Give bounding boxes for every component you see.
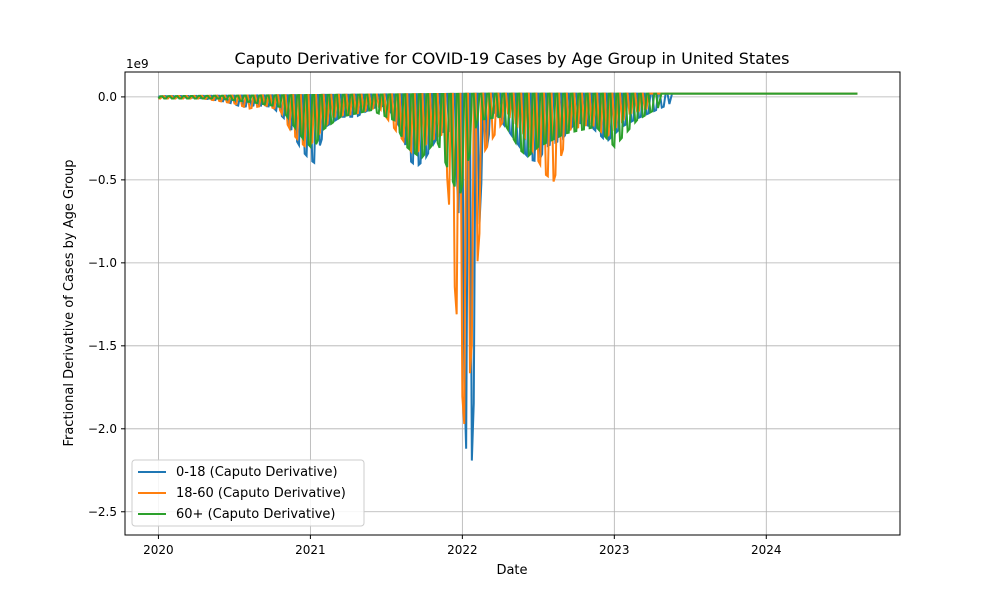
y-tick-label: −2.5 [88,505,117,519]
plot-frame [124,71,901,536]
chart-title: Caputo Derivative for COVID-19 Cases by … [235,49,790,68]
series-layer [157,92,858,461]
series-line-2 [157,92,858,194]
legend-label-0-18: 0-18 (Caputo Derivative) [176,465,338,480]
legend-box [131,459,365,527]
legend-label-60-plus: 60+ (Caputo Derivative) [176,507,335,522]
y-offset-label: 1e9 [126,57,149,71]
y-tick-label: −2.0 [88,422,117,436]
x-axis-label: Date [496,563,527,578]
legend: 0-18 (Caputo Derivative) 18-60 (Caputo D… [131,459,365,527]
y-tick-label: 0.0 [98,90,117,104]
y-axis-label: Fractional Derivative of Cases by Age Gr… [62,159,77,446]
y-tick-label: −0.5 [88,173,117,187]
x-tick-label: 2020 [143,543,174,557]
tick-layer: 2020 2021 2022 2023 2024 0.0 −0.5 −1.0 −1.5 −2.0 −… [88,90,782,557]
y-tick-label: −1.5 [88,339,117,353]
x-tick-label: 2024 [751,543,782,557]
x-tick-label: 2023 [599,543,630,557]
x-tick-label: 2021 [295,543,326,557]
legend-label-18-60: 18-60 (Caputo Derivative) [176,486,346,501]
x-tick-label: 2022 [447,543,478,557]
y-tick-label: −1.0 [88,256,117,270]
